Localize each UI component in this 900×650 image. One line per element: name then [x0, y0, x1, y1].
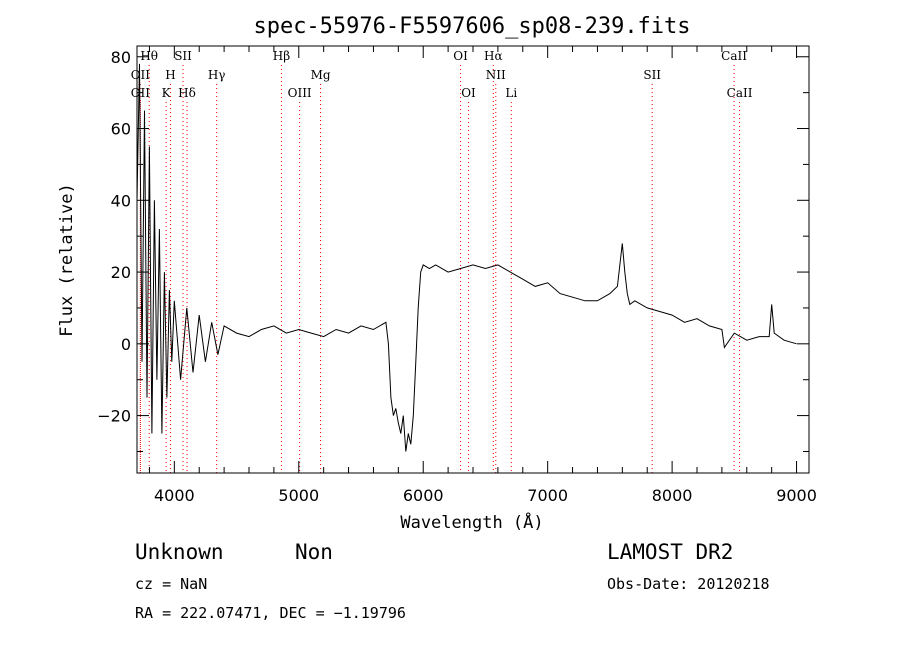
- spectral-line-label: H: [165, 68, 175, 82]
- y-tick-label: −20: [97, 407, 131, 426]
- object-subclass: Non: [295, 540, 333, 564]
- spectral-line-label: Hθ: [140, 49, 158, 63]
- y-tick-label: 60: [111, 120, 131, 139]
- y-tick-label: 80: [111, 48, 131, 67]
- x-tick-label: 6000: [403, 486, 444, 505]
- x-tick-label: 4000: [154, 486, 195, 505]
- spectral-line-label: SII: [174, 49, 192, 63]
- spectral-line-label: OII: [131, 68, 151, 82]
- spectral-line-label: NII: [486, 68, 506, 82]
- y-tick-label: 20: [111, 263, 131, 282]
- spectral-line-markers: OIIHθOIIKHSIIHδHγHβOIIIMgOIOIHαNIILiSIIC…: [131, 49, 753, 473]
- spectral-line-label: SII: [643, 68, 661, 82]
- spectral-line-label: Hα: [484, 49, 503, 63]
- chart-title: spec-55976-F5597606_sp08-239.fits: [253, 14, 690, 39]
- spectral-line-label: OI: [461, 86, 476, 100]
- y-axis-label: Flux (relative): [57, 183, 77, 337]
- y-tick-label: 40: [111, 191, 131, 210]
- spectral-line-label: OIII: [288, 86, 312, 100]
- x-tick-label: 9000: [776, 486, 817, 505]
- x-tick-label: 8000: [652, 486, 693, 505]
- spectral-line-label: Mg: [311, 68, 331, 82]
- spectral-line-label: CaII: [721, 49, 747, 63]
- sky-coordinates: RA = 222.07471, DEC = −1.19796: [135, 604, 406, 622]
- survey-name: LAMOST DR2: [607, 540, 734, 564]
- spectral-line-label: Li: [505, 86, 517, 100]
- spectral-line-label: Hγ: [208, 68, 226, 82]
- redshift-cz: cz = NaN: [135, 575, 208, 593]
- x-axis-label: Wavelength (Å): [400, 511, 543, 533]
- object-class: Unknown: [135, 540, 224, 564]
- spectral-line-label: Hδ: [178, 86, 196, 100]
- spectral-line-label: Hβ: [273, 49, 290, 63]
- axis-ticks: 4000 5000 6000 7000 8000 9000 −20 0 20 40 60 80: [97, 46, 817, 505]
- spectral-line-label: CaII: [727, 86, 753, 100]
- spectral-line-label: K: [162, 86, 172, 100]
- x-tick-label: 7000: [527, 486, 568, 505]
- spectral-line-label: OI: [453, 49, 468, 63]
- plot-frame: [136, 45, 810, 474]
- x-tick-label: 5000: [278, 486, 319, 505]
- spectrum-line: [136, 63, 797, 452]
- observation-date: Obs-Date: 20120218: [607, 575, 770, 593]
- y-tick-label: 0: [121, 335, 131, 354]
